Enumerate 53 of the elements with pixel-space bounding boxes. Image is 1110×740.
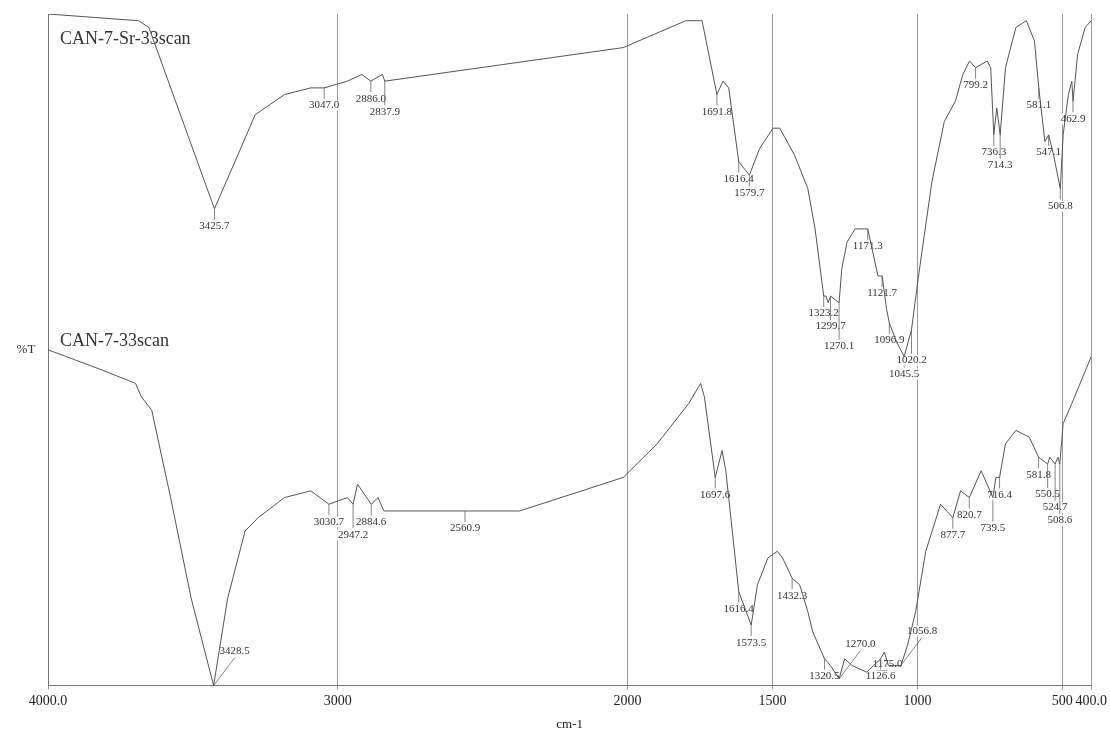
- annotation: 2947.2: [337, 527, 369, 540]
- annotation: 3428.5: [219, 643, 251, 656]
- annotation: 3030.7: [313, 514, 345, 527]
- annotation: 524.7: [1042, 500, 1068, 513]
- annotation: 581.8: [1026, 467, 1052, 480]
- annotation: 2886.0: [355, 91, 387, 104]
- annotation: 877.7: [940, 528, 966, 541]
- x-tick-label: 500: [1051, 692, 1073, 708]
- annotation: 1270.0: [845, 637, 876, 650]
- annotation: 739.5: [980, 520, 1006, 533]
- annotation: 1697.6: [700, 487, 731, 500]
- annotation: 714.3: [987, 158, 1014, 171]
- x-tick-label: 3000: [323, 692, 352, 708]
- x-tick-label: 1500: [758, 692, 787, 708]
- annotation: 2560.9: [449, 521, 481, 534]
- annotation: 1616.4: [723, 601, 755, 614]
- annotation: 1320.5: [809, 669, 841, 682]
- annotation: 1121.7: [867, 286, 898, 299]
- annotation: 1579.7: [734, 185, 766, 198]
- series-label: CAN-7-Sr-33scan: [60, 28, 191, 48]
- annotation: 1616.4: [723, 172, 755, 185]
- annotation: 2837.9: [369, 104, 401, 117]
- annotation: 1299.7: [815, 319, 847, 332]
- annotation: 462.9: [1060, 111, 1086, 124]
- annotation: 1270.1: [823, 339, 855, 352]
- annotation: 1432.3: [776, 588, 808, 601]
- x-tick-label: 2000: [613, 692, 642, 708]
- annotation: 1171.3: [852, 239, 884, 252]
- annotation: 3047.0: [309, 98, 340, 111]
- series-label: CAN-7-33scan: [60, 329, 169, 350]
- annotation: 1691.8: [701, 104, 733, 117]
- annotation: 820.7: [956, 507, 983, 520]
- annotation: 1056.8: [906, 623, 938, 636]
- annotation: 550.5: [1035, 487, 1061, 500]
- annotation: 716.4: [987, 487, 1013, 500]
- x-tick-label: 4000.0: [28, 692, 68, 708]
- x-tick-label: 400.0: [1075, 692, 1107, 708]
- annotation: 1020.2: [896, 353, 927, 366]
- annotation: 506.8: [1047, 199, 1074, 212]
- annotation: 3425.7: [199, 219, 231, 232]
- annotation: 1573.5: [736, 635, 767, 648]
- annotation: 547.1: [1036, 145, 1061, 158]
- annotation: 581.1: [1026, 98, 1052, 111]
- x-tick-label: 1000: [903, 692, 932, 708]
- annotation: 736.3: [981, 145, 1007, 158]
- annotation: 1096.9: [874, 333, 905, 346]
- x-axis-title: cm-1: [556, 715, 583, 731]
- annotation: 799.2: [963, 78, 988, 91]
- annotation: 1045.5: [889, 366, 920, 379]
- annotation: 1126.6: [865, 669, 897, 682]
- annotation: 2884.6: [356, 514, 387, 527]
- y-axis-title: %T: [16, 341, 36, 357]
- annotation: 508.6: [1047, 513, 1073, 526]
